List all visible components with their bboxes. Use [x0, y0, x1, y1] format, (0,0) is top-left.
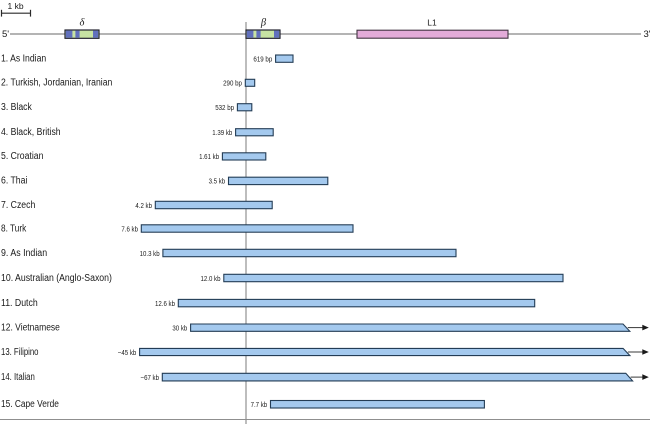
- svg-text:L1: L1: [427, 18, 437, 28]
- svg-text:1. As Indian: 1. As Indian: [1, 53, 46, 64]
- svg-text:1.39 kb: 1.39 kb: [212, 128, 232, 137]
- svg-text:7. Czech: 7. Czech: [1, 200, 35, 211]
- svg-text:12. Vietnamese: 12. Vietnamese: [1, 322, 60, 333]
- svg-text:1 kb: 1 kb: [8, 1, 24, 11]
- svg-text:13. Filipino: 13. Filipino: [1, 347, 39, 358]
- svg-text:δ: δ: [80, 18, 86, 29]
- svg-text:~67 kb: ~67 kb: [141, 373, 160, 382]
- svg-text:14. Italian: 14. Italian: [1, 372, 35, 383]
- svg-text:β: β: [260, 18, 267, 29]
- svg-text:10.3 kb: 10.3 kb: [140, 249, 160, 258]
- svg-text:2. Turkish, Jordanian, Iranian: 2. Turkish, Jordanian, Iranian: [1, 78, 112, 89]
- svg-text:6. Thai: 6. Thai: [1, 176, 27, 187]
- svg-text:5. Croatian: 5. Croatian: [1, 151, 43, 162]
- svg-text:3.5 kb: 3.5 kb: [209, 177, 226, 186]
- svg-text:1.61 kb: 1.61 kb: [199, 152, 219, 161]
- svg-text:3. Black: 3. Black: [1, 102, 33, 113]
- svg-text:9. As Indian: 9. As Indian: [1, 248, 47, 259]
- svg-text:3': 3': [644, 29, 650, 40]
- svg-text:4. Black, British: 4. Black, British: [1, 127, 61, 138]
- svg-text:11. Dutch: 11. Dutch: [1, 298, 38, 309]
- svg-text:532 bp: 532 bp: [215, 103, 234, 112]
- svg-text:10. Australian (Anglo-Saxon): 10. Australian (Anglo-Saxon): [1, 273, 112, 284]
- svg-text:619 bp: 619 bp: [253, 54, 272, 63]
- svg-text:8. Turk: 8. Turk: [1, 223, 27, 234]
- svg-text:30 kb: 30 kb: [172, 323, 187, 332]
- svg-text:12.6 kb: 12.6 kb: [155, 299, 175, 308]
- svg-text:5': 5': [2, 29, 9, 40]
- svg-text:15. Cape Verde: 15. Cape Verde: [1, 399, 59, 410]
- svg-text:7.7 kb: 7.7 kb: [251, 400, 268, 409]
- svg-text:12.0 kb: 12.0 kb: [201, 274, 221, 283]
- svg-text:4.2 kb: 4.2 kb: [135, 201, 152, 210]
- svg-text:290 bp: 290 bp: [223, 79, 242, 88]
- svg-text:~45 kb: ~45 kb: [118, 348, 137, 357]
- svg-text:7.6 kb: 7.6 kb: [121, 224, 138, 233]
